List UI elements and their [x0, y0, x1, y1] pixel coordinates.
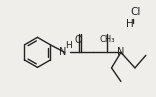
Text: O: O [75, 35, 83, 45]
Text: N: N [59, 47, 66, 57]
Text: H: H [126, 19, 134, 29]
Text: H: H [65, 41, 72, 50]
Text: Cl: Cl [131, 7, 141, 17]
Text: CH₃: CH₃ [99, 35, 115, 44]
Text: N: N [117, 47, 125, 57]
